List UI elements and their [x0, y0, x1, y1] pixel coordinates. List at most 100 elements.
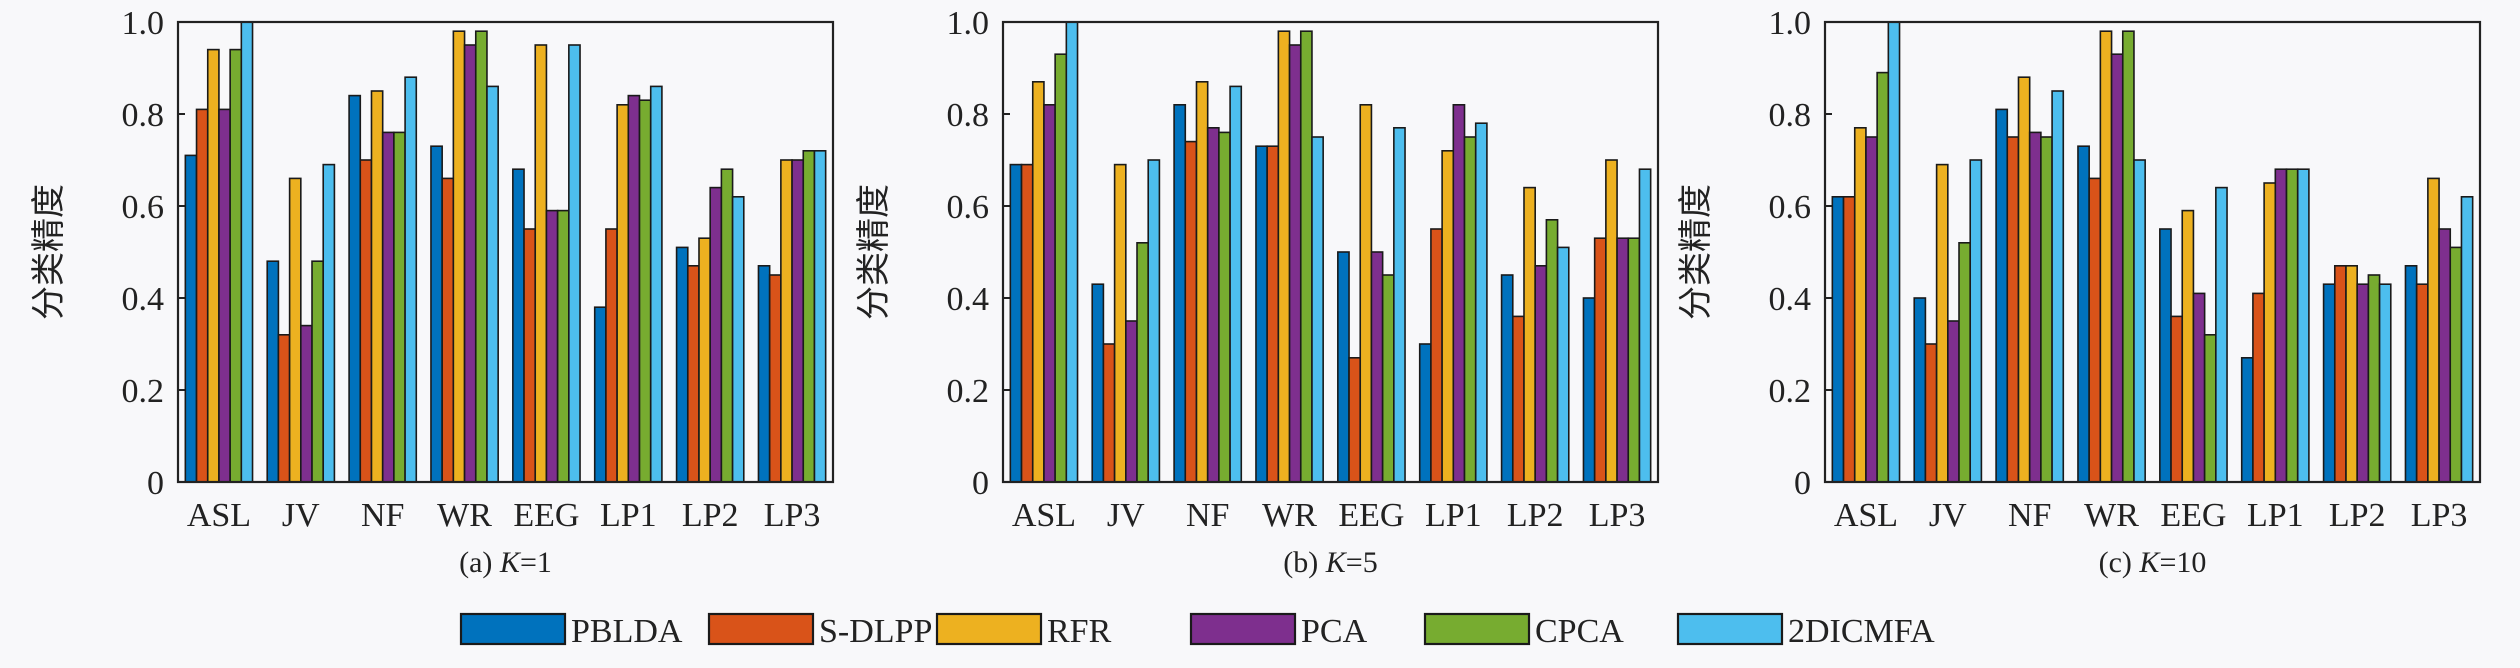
y-tick-label: 1.0 — [947, 5, 990, 42]
bar-pblda-eeg — [1337, 251, 1350, 483]
bar-s-dlpp-jv — [1102, 343, 1116, 483]
legend-swatch-2dicmfa — [1676, 612, 1784, 646]
bar-cpca-eeg — [556, 209, 570, 483]
legend-label: RFR — [1047, 613, 1112, 650]
caption-prefix: (b) — [1283, 546, 1325, 579]
y-tick-label: 1.0 — [122, 5, 165, 42]
bar-rfr-lp2 — [1523, 186, 1536, 483]
x-tick-label: JV — [1107, 497, 1145, 534]
bar-pca-eeg — [1370, 251, 1384, 483]
y-tick-label: 0.8 — [122, 97, 165, 134]
bar-rfr-wr — [1277, 30, 1291, 483]
bar-2dicmfa-jv — [1969, 159, 1983, 483]
bar-2dicmfa-asl — [1065, 21, 1079, 483]
bar-rfr-asl — [1853, 127, 1867, 483]
bar-cpca-nf — [393, 131, 406, 483]
bar-rfr-lp3 — [780, 159, 793, 483]
legend-label: PBLDA — [571, 613, 683, 650]
caption-prefix: (c) — [2099, 546, 2140, 579]
bar-pblda-lp1 — [2240, 356, 2254, 483]
bar-cpca-eeg — [1381, 274, 1395, 483]
bar-s-dlpp-lp1 — [605, 228, 618, 483]
x-tick-label: JV — [282, 497, 320, 534]
bar-rfr-jv — [288, 177, 302, 483]
legend-label: PCA — [1301, 613, 1368, 650]
x-tick-label: LP1 — [2247, 497, 2304, 534]
bar-s-dlpp-lp3 — [2415, 283, 2429, 483]
bar-pblda-jv — [1913, 297, 1927, 483]
bar-pblda-nf — [348, 94, 362, 483]
y-tick-label: 0.6 — [947, 189, 990, 226]
x-tick-label: ASL — [187, 497, 251, 534]
caption-prefix: (a) — [459, 546, 500, 579]
bar-2dicmfa-nf — [404, 76, 418, 483]
bar-pca-eeg — [2192, 292, 2206, 483]
bar-pca-lp2 — [709, 186, 723, 483]
y-axis-label: 分类精度 — [1677, 184, 1715, 320]
bar-pca-asl — [1865, 136, 1878, 483]
x-tick-label: ASL — [1012, 497, 1076, 534]
legend: PBLDA S-DLPP RFR PCA CPCA 2DICMFA — [459, 612, 1935, 650]
x-tick-label: WR — [1262, 497, 1317, 534]
bar-pblda-wr — [430, 145, 443, 483]
x-tick-label: LP3 — [2411, 497, 2468, 534]
x-tick-label: LP2 — [682, 497, 739, 534]
legend-label: S-DLPP — [819, 613, 932, 650]
bar-pca-lp1 — [1452, 104, 1466, 483]
subplot-a: 分类精度 0 0.2 0.4 0.6 0.8 1.0 ASL JV NF WR EEG LP1 LP2 LP… — [30, 5, 835, 579]
bar-s-dlpp-nf — [1184, 140, 1198, 483]
bar-rfr-wr — [452, 30, 466, 483]
caption-variable: K — [1325, 546, 1348, 579]
bar-cpca-lp3 — [1627, 237, 1641, 483]
bar-rfr-eeg — [2181, 209, 2195, 483]
y-tick-label: 0.4 — [122, 281, 165, 318]
bar-rfr-eeg — [1359, 104, 1373, 483]
bar-rfr-lp3 — [1605, 159, 1618, 483]
x-tick-label: LP3 — [764, 497, 821, 534]
bar-cpca-lp2 — [1545, 219, 1559, 483]
x-tick-label: LP2 — [1507, 497, 1564, 534]
bar-rfr-nf — [370, 90, 384, 483]
bar-pca-lp3 — [791, 159, 805, 483]
bar-pblda-lp2 — [675, 246, 689, 483]
bar-s-dlpp-asl — [1842, 196, 1856, 483]
x-tick-label: LP1 — [1425, 497, 1482, 534]
y-tick-label: 0.8 — [947, 97, 990, 134]
x-tick-label: LP3 — [1589, 497, 1646, 534]
bar-cpca-jv — [1958, 242, 1972, 483]
bar-s-dlpp-eeg — [1348, 356, 1362, 483]
bar-2dicmfa-lp1 — [2296, 168, 2310, 483]
bar-pblda-wr — [1255, 145, 1268, 483]
bar-pca-lp1 — [2274, 168, 2288, 483]
y-tick-label: 0 — [1794, 465, 1811, 502]
x-tick-label: LP1 — [600, 497, 657, 534]
x-tick-label: JV — [1929, 497, 1967, 534]
bar-pblda-asl — [1009, 163, 1023, 483]
bar-cpca-lp3 — [2449, 246, 2463, 483]
bar-2dicmfa-lp2 — [2378, 283, 2392, 483]
bar-2dicmfa-jv — [1147, 159, 1161, 483]
subplot-caption: (a) K=1 — [459, 546, 552, 579]
y-tick-label: 0 — [972, 465, 989, 502]
bar-pblda-eeg — [2159, 228, 2172, 483]
y-tick-label: 0.4 — [947, 281, 990, 318]
bar-2dicmfa-wr — [1311, 136, 1324, 483]
bar-s-dlpp-wr — [1266, 145, 1280, 483]
bar-pca-lp2 — [2356, 283, 2370, 483]
bar-pblda-nf — [1995, 108, 2009, 483]
bar-s-dlpp-jv — [1924, 343, 1938, 483]
bar-pblda-lp3 — [757, 264, 771, 483]
y-tick-label: 0.2 — [122, 373, 165, 410]
x-tick-label: WR — [2084, 497, 2139, 534]
x-tick-label: ASL — [1834, 497, 1898, 534]
bar-rfr-asl — [1031, 81, 1045, 483]
bar-cpca-asl — [1876, 71, 1890, 483]
caption-variable: K — [499, 546, 522, 579]
bar-2dicmfa-nf — [2051, 90, 2065, 483]
bar-s-dlpp-jv — [277, 333, 291, 483]
bar-rfr-lp1 — [616, 104, 630, 483]
bar-pca-wr — [463, 44, 477, 483]
bar-pblda-lp1 — [1418, 343, 1432, 483]
bar-pblda-lp2 — [2322, 283, 2336, 483]
bar-pca-jv — [300, 324, 313, 483]
